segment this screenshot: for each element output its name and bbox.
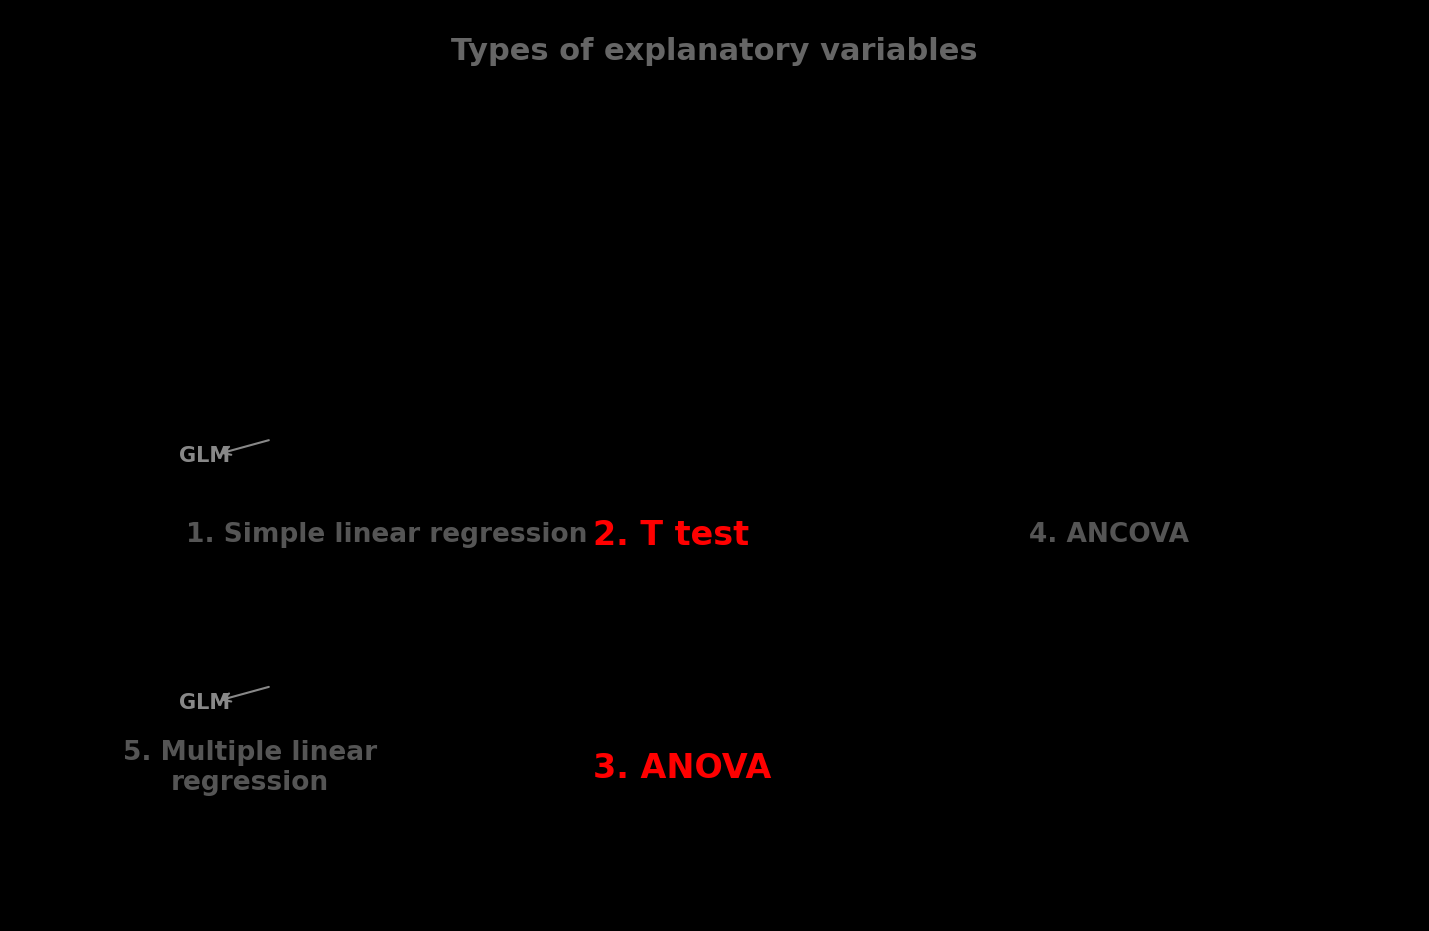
- Text: 4. ANCOVA: 4. ANCOVA: [1029, 522, 1189, 548]
- Text: Types of explanatory variables: Types of explanatory variables: [452, 36, 977, 66]
- Text: 3. ANOVA: 3. ANOVA: [593, 751, 772, 785]
- Text: GLM: GLM: [179, 446, 230, 466]
- Text: GLM: GLM: [179, 693, 230, 713]
- Text: 5. Multiple linear
regression: 5. Multiple linear regression: [123, 740, 377, 796]
- Text: 1. Simple linear regression: 1. Simple linear regression: [186, 522, 587, 548]
- Text: 2. T test: 2. T test: [593, 519, 749, 552]
